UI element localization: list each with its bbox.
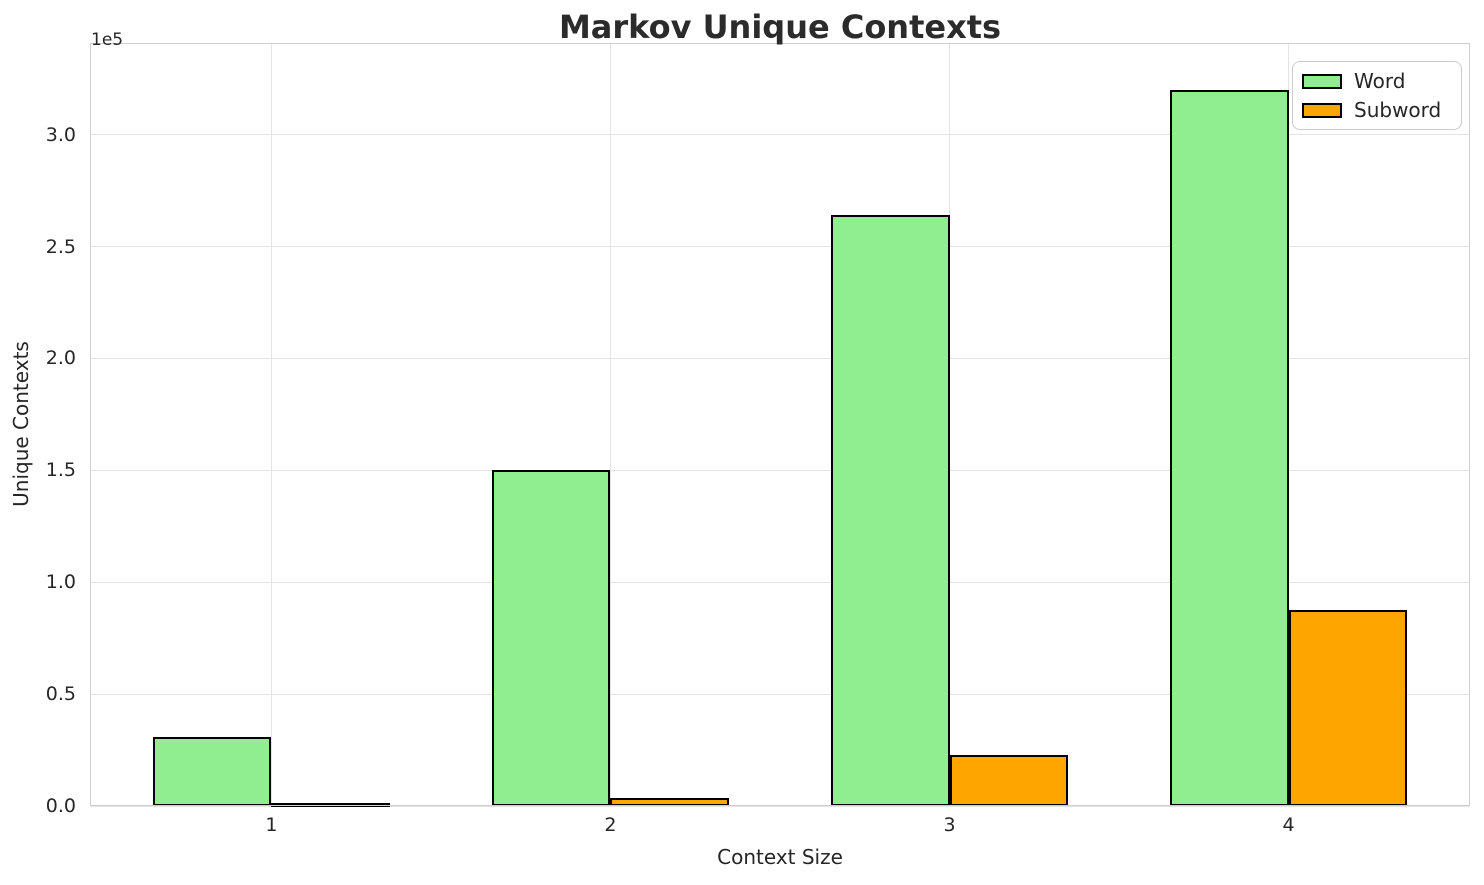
y-tick-label: 0.0 xyxy=(45,795,76,817)
bar-word-2 xyxy=(491,470,611,806)
x-gridline xyxy=(949,43,951,806)
bar-word-4 xyxy=(1169,89,1289,806)
x-axis-label: Context Size xyxy=(717,845,843,869)
legend-item-subword: Subword xyxy=(1302,99,1461,121)
legend-label-word: Word xyxy=(1354,69,1406,93)
y-gridline xyxy=(90,357,1470,359)
legend-label-subword: Subword xyxy=(1354,98,1442,122)
legend-swatch-subword xyxy=(1302,102,1342,118)
bar-word-3 xyxy=(830,215,950,806)
x-tick-label: 1 xyxy=(265,814,278,836)
y-tick-label: 1.0 xyxy=(45,571,76,594)
y-gridline xyxy=(90,805,1470,807)
x-gridline xyxy=(609,43,611,806)
legend-swatch-word xyxy=(1302,73,1342,89)
y-tick-label: 2.0 xyxy=(45,347,76,370)
y-tick-label: 0.5 xyxy=(45,683,76,706)
legend: Word Subword xyxy=(1292,61,1462,130)
bar-subword-1 xyxy=(271,803,391,807)
y-tick-label: 1.5 xyxy=(45,459,76,482)
bar-word-1 xyxy=(152,736,272,806)
bar-subword-4 xyxy=(1288,610,1408,806)
legend-item-word: Word xyxy=(1302,70,1461,92)
x-tick-label: 4 xyxy=(1282,814,1295,836)
bar-subword-3 xyxy=(949,754,1069,806)
y-gridline xyxy=(90,693,1470,695)
chart-title: Markov Unique Contexts xyxy=(558,8,1002,46)
y-tick-label: 3.0 xyxy=(45,123,76,146)
x-tick-label: 3 xyxy=(943,814,956,836)
y-gridline xyxy=(90,581,1470,583)
y-axis-offset-text: 1e5 xyxy=(91,30,124,50)
x-tick-label: 2 xyxy=(604,814,617,836)
y-tick-label: 2.5 xyxy=(45,235,76,258)
y-gridline xyxy=(90,246,1470,248)
x-gridline xyxy=(1288,43,1290,806)
x-gridline xyxy=(270,43,272,806)
y-gridline xyxy=(90,134,1470,136)
y-axis-label: Unique Contexts xyxy=(9,341,33,507)
y-gridline xyxy=(90,469,1470,471)
bar-subword-2 xyxy=(610,797,730,806)
